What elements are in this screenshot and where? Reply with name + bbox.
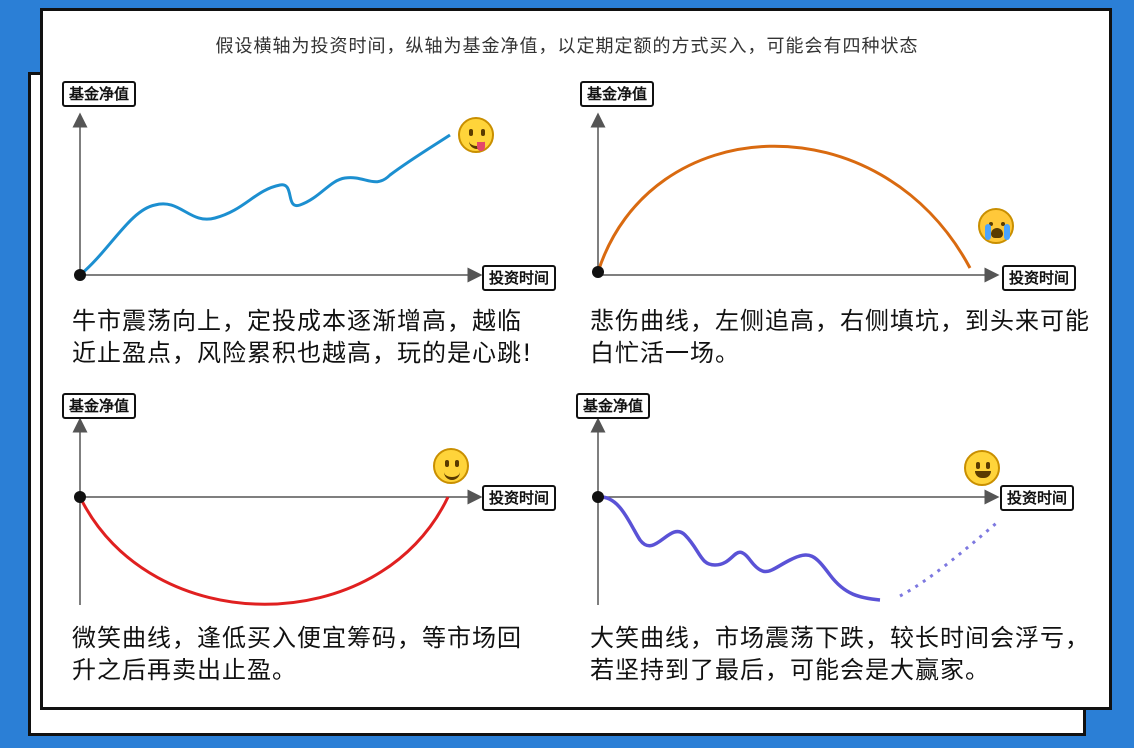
panel3-description: 微笑曲线，逢低买入便宜筹码，等市场回升之后再卖出止盈。 bbox=[72, 624, 522, 684]
panel4-origin-dot bbox=[592, 491, 604, 503]
grinning-face-icon bbox=[964, 450, 1000, 486]
panel3-origin-dot bbox=[74, 491, 86, 503]
panel3-curve bbox=[78, 496, 450, 606]
panel4-x-label: 投资时间 bbox=[1000, 485, 1075, 511]
panel1-origin-dot bbox=[74, 269, 86, 281]
panel1-x-label: 投资时间 bbox=[482, 265, 557, 291]
panel4-curve bbox=[597, 495, 881, 602]
crying-face-icon bbox=[978, 208, 1014, 244]
panel4-description: 大笑曲线，市场震荡下跌，较长时间会浮亏，若坚持到了最后，可能会是大赢家。 bbox=[590, 624, 1090, 684]
panel2-curve bbox=[596, 144, 972, 273]
smiling-face-icon bbox=[433, 448, 469, 484]
panel3-y-label: 基金净值 bbox=[62, 393, 137, 419]
main-card bbox=[40, 8, 1112, 710]
panel2-origin-dot bbox=[592, 266, 604, 278]
panel1-curve bbox=[79, 133, 451, 277]
panel2-description: 悲伤曲线，左侧追高，右侧填坑，到头来可能白忙活一场。 bbox=[590, 307, 1090, 367]
panel2-x-label: 投资时间 bbox=[1002, 265, 1077, 291]
panel1-y-label: 基金净值 bbox=[62, 81, 137, 107]
yum-face-icon bbox=[458, 117, 494, 153]
panel2-y-label: 基金净值 bbox=[580, 81, 655, 107]
panel3-x-label: 投资时间 bbox=[482, 485, 557, 511]
panel4-y-label: 基金净值 bbox=[576, 393, 651, 419]
header-caption: 假设横轴为投资时间，纵轴为基金净值，以定期定额的方式买入，可能会有四种状态 bbox=[215, 36, 919, 57]
panel4-dotted-projection bbox=[899, 518, 1001, 598]
panel1-description: 牛市震荡向上，定投成本逐渐增高，越临近止盈点，风险累积也越高，玩的是心跳! bbox=[72, 307, 533, 367]
